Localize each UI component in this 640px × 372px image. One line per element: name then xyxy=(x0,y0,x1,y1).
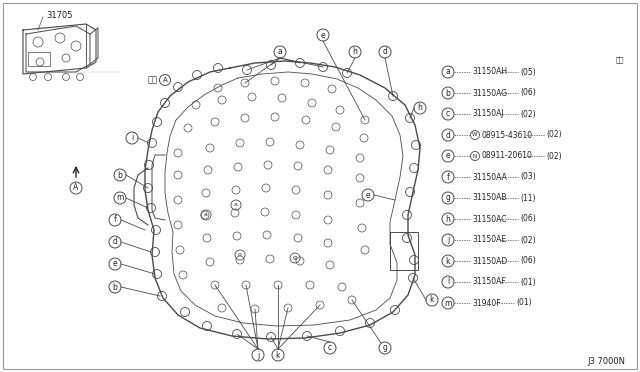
Text: i: i xyxy=(131,134,133,142)
Text: (06): (06) xyxy=(520,89,536,97)
Text: c: c xyxy=(328,343,332,353)
Text: b: b xyxy=(118,170,122,180)
Text: A: A xyxy=(163,77,168,83)
Text: j: j xyxy=(257,350,259,359)
Text: 31150AD: 31150AD xyxy=(472,257,508,266)
Text: m: m xyxy=(116,193,124,202)
Text: h: h xyxy=(445,215,451,224)
Text: k: k xyxy=(276,350,280,359)
Text: j: j xyxy=(447,235,449,244)
Text: 31150AJ: 31150AJ xyxy=(472,109,504,119)
Text: k: k xyxy=(445,257,451,266)
Text: (06): (06) xyxy=(520,257,536,266)
Text: e: e xyxy=(365,190,371,199)
Text: c: c xyxy=(446,109,450,119)
Text: b: b xyxy=(113,282,117,292)
Text: (01): (01) xyxy=(516,298,532,308)
Text: 31150AH: 31150AH xyxy=(472,67,507,77)
Text: (02): (02) xyxy=(520,109,536,119)
Text: A: A xyxy=(74,183,79,192)
Text: l: l xyxy=(447,278,449,286)
Text: 31150AA: 31150AA xyxy=(472,173,507,182)
Text: (05): (05) xyxy=(520,67,536,77)
Text: o: o xyxy=(238,253,242,257)
Text: e: e xyxy=(321,31,325,39)
Text: 数量: 数量 xyxy=(616,57,624,63)
Text: d: d xyxy=(113,237,117,247)
Text: 08915-43610: 08915-43610 xyxy=(482,131,533,140)
Text: 石機: 石機 xyxy=(148,76,158,84)
Text: f: f xyxy=(114,215,116,224)
Text: a: a xyxy=(234,202,238,208)
Text: 08911-20610: 08911-20610 xyxy=(482,151,533,160)
Text: g: g xyxy=(445,193,451,202)
Text: d: d xyxy=(445,131,451,140)
Text: m: m xyxy=(444,298,452,308)
Text: J3 7000N: J3 7000N xyxy=(587,357,625,366)
Text: W: W xyxy=(472,132,477,138)
Text: e: e xyxy=(113,260,117,269)
Text: d: d xyxy=(383,48,387,57)
Text: (02): (02) xyxy=(520,235,536,244)
Text: 31150AC: 31150AC xyxy=(472,215,506,224)
Text: a: a xyxy=(445,67,451,77)
Text: 31150AE: 31150AE xyxy=(472,235,506,244)
Text: h: h xyxy=(353,48,357,57)
Text: (02): (02) xyxy=(546,131,562,140)
Text: f: f xyxy=(447,173,449,182)
Text: 31940F: 31940F xyxy=(472,298,500,308)
Text: a: a xyxy=(278,48,282,57)
Text: a: a xyxy=(204,212,208,218)
Text: (02): (02) xyxy=(546,151,562,160)
Text: b: b xyxy=(445,89,451,97)
Text: 31705: 31705 xyxy=(46,10,72,19)
Text: g: g xyxy=(293,256,297,260)
Text: (11): (11) xyxy=(520,193,536,202)
Bar xyxy=(28,52,50,66)
Text: e: e xyxy=(445,151,451,160)
Text: 31150AB: 31150AB xyxy=(472,193,506,202)
Text: k: k xyxy=(429,295,435,305)
Text: (06): (06) xyxy=(520,215,536,224)
Text: N: N xyxy=(473,154,477,158)
Text: (01): (01) xyxy=(520,278,536,286)
Text: (03): (03) xyxy=(520,173,536,182)
Bar xyxy=(390,232,418,270)
Text: 31150AG: 31150AG xyxy=(472,89,507,97)
Text: g: g xyxy=(383,343,387,353)
Text: h: h xyxy=(417,103,422,112)
Text: 31150AF: 31150AF xyxy=(472,278,506,286)
